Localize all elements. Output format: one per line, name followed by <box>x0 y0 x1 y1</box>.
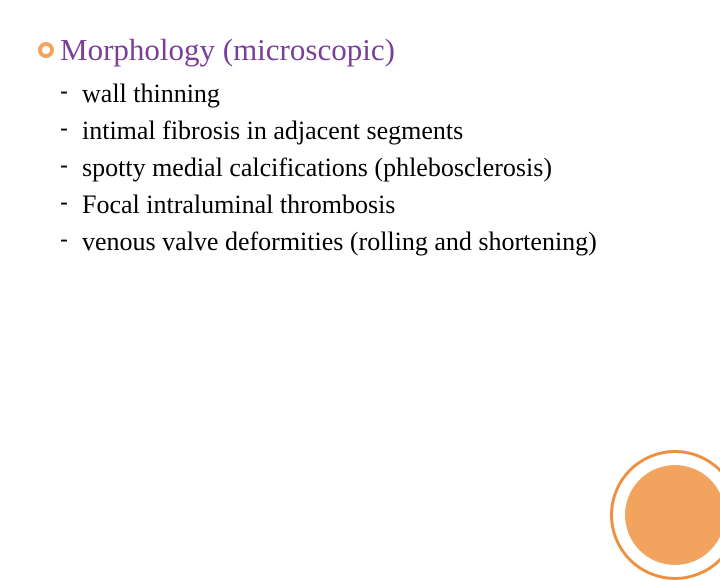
list-item: - Focal intraluminal thrombosis <box>60 187 682 222</box>
dash-icon: - <box>60 187 82 219</box>
list-item: - wall thinning <box>60 76 682 111</box>
slide-title: Morphology (microscopic) <box>60 32 395 68</box>
slide-container: Morphology (microscopic) - wall thinning… <box>0 0 720 540</box>
circle-inner-icon <box>625 465 720 565</box>
list-item-text: wall thinning <box>82 76 220 111</box>
list-item-text: venous valve deformities (rolling and sh… <box>82 224 597 259</box>
bullet-circle-icon <box>38 42 54 58</box>
dash-icon: - <box>60 76 82 108</box>
list-item-text: intimal fibrosis in adjacent segments <box>82 113 463 148</box>
corner-circle-decor <box>610 450 720 580</box>
dash-icon: - <box>60 150 82 182</box>
bullet-list: - wall thinning - intimal fibrosis in ad… <box>38 76 682 259</box>
list-item: - venous valve deformities (rolling and … <box>60 224 682 259</box>
dash-icon: - <box>60 224 82 256</box>
list-item: - spotty medial calcifications (phlebosc… <box>60 150 682 185</box>
list-item: - intimal fibrosis in adjacent segments <box>60 113 682 148</box>
list-item-text: spotty medial calcifications (phleboscle… <box>82 150 552 185</box>
title-row: Morphology (microscopic) <box>38 32 682 68</box>
dash-icon: - <box>60 113 82 145</box>
list-item-text: Focal intraluminal thrombosis <box>82 187 395 222</box>
